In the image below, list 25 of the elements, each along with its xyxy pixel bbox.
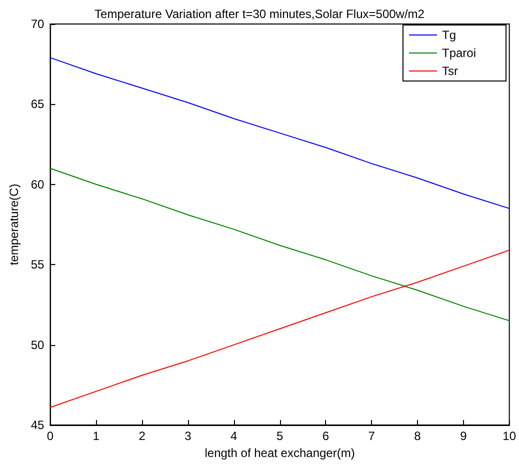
x-tick-label: 3	[184, 429, 192, 443]
legend-label: Tparoi	[442, 46, 476, 60]
y-tick-label: 70	[30, 17, 45, 31]
line-series	[50, 168, 510, 322]
x-tick-label: 4	[230, 429, 238, 443]
x-tick-label: 5	[276, 429, 284, 443]
chart-title: Temperature Variation after t=30 minutes,Solar Flux=500w/m2	[94, 7, 425, 21]
y-tick-label: 60	[30, 177, 45, 192]
x-tick-label: 1	[92, 429, 100, 443]
x-axis-title: length of heat exchanger(m)	[204, 446, 355, 460]
x-tick-label: 2	[138, 429, 146, 443]
legend-label: Tg	[442, 28, 456, 42]
x-tick-label: 10	[502, 429, 516, 443]
x-tick-label: 0	[46, 429, 54, 443]
legend-label: Tsr	[442, 64, 458, 78]
y-tick-label: 50	[30, 338, 45, 352]
line-series	[50, 250, 510, 408]
x-tick-label: 9	[460, 429, 468, 443]
y-axis-title: temperature(C)	[7, 184, 21, 266]
y-tick-label: 55	[30, 258, 45, 272]
x-tick-label: 7	[368, 429, 376, 443]
x-tick-label: 6	[322, 429, 330, 443]
x-tick-label: 8	[414, 429, 422, 443]
y-tick-label: 65	[30, 97, 45, 112]
y-tick-label: 45	[30, 418, 45, 432]
